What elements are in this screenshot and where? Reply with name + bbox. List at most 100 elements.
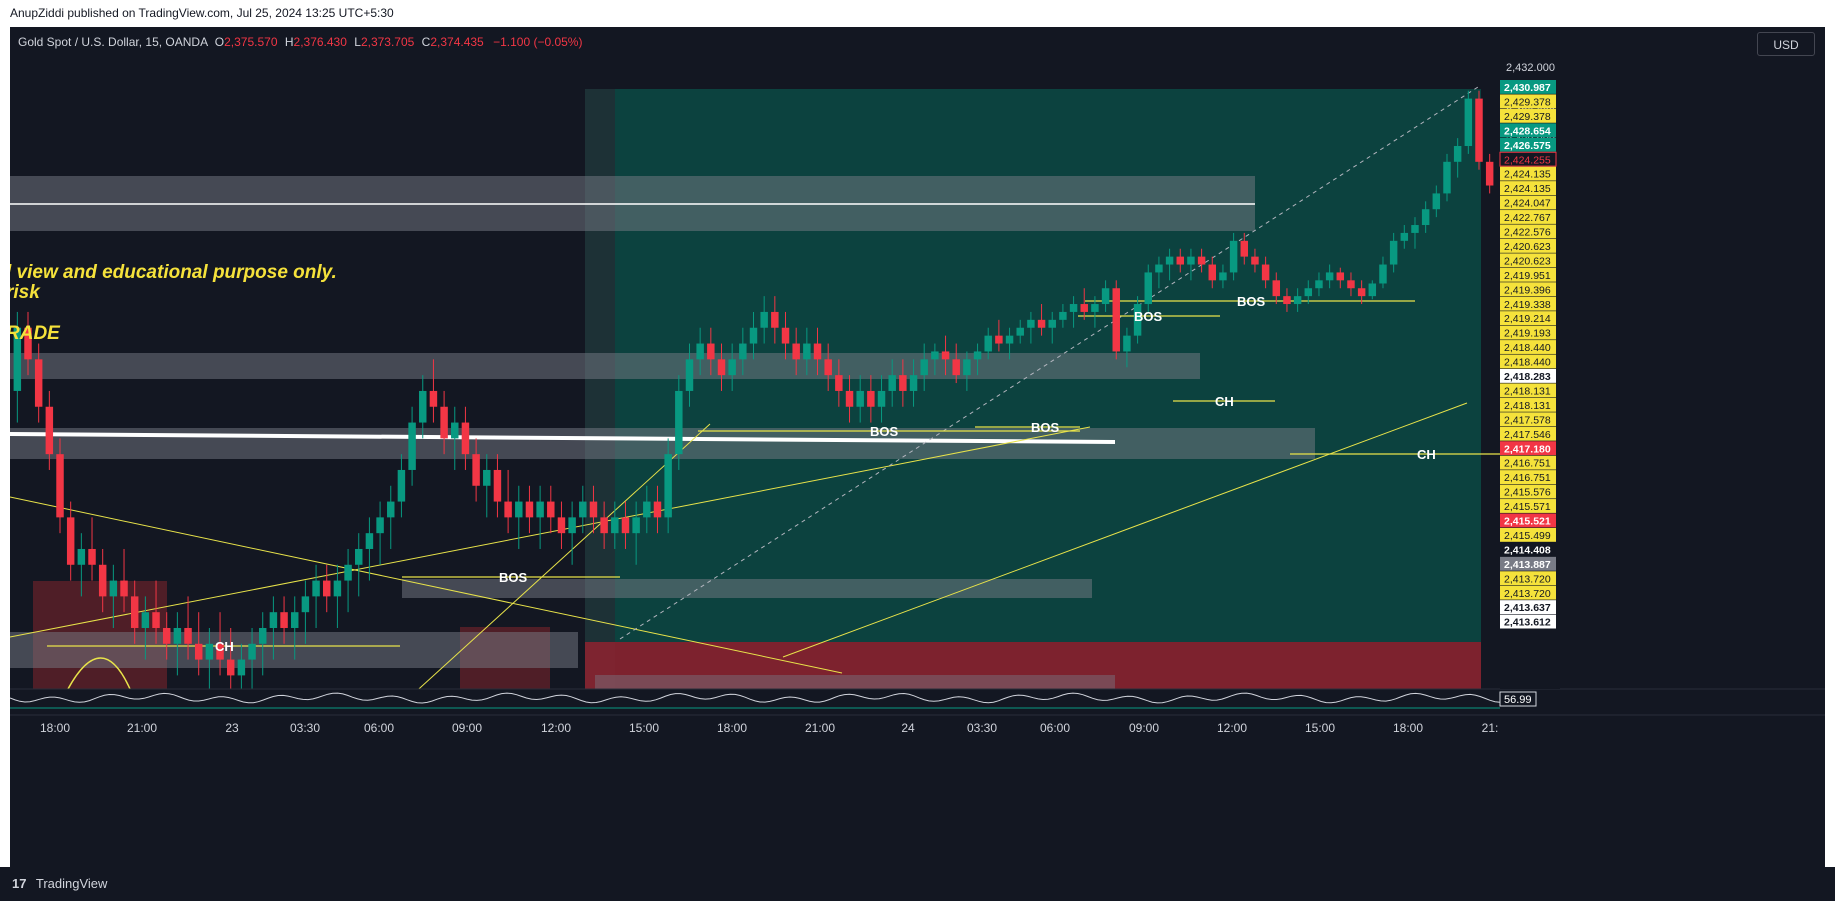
- svg-text:2,418.131: 2,418.131: [1504, 400, 1551, 412]
- time-axis-label: 21:00: [127, 721, 157, 735]
- svg-text:2,424.047: 2,424.047: [1504, 198, 1551, 210]
- time-axis-label: 03:30: [290, 721, 320, 735]
- candle: [387, 485, 395, 549]
- price-tag: 2,415.576: [1500, 484, 1556, 499]
- price-tag: 2,429.378: [1500, 108, 1556, 123]
- candle: [365, 517, 374, 581]
- candle: [760, 296, 768, 344]
- close-value: 2,374.435: [430, 35, 484, 49]
- candle: [109, 564, 118, 628]
- candle: [98, 548, 107, 613]
- candle: [130, 580, 139, 644]
- candle: [675, 375, 683, 470]
- price-tag: 2,415.571: [1500, 499, 1556, 513]
- svg-text:2,426.575: 2,426.575: [1504, 140, 1551, 152]
- candle: [1027, 311, 1035, 344]
- candle: [781, 311, 790, 360]
- candle: [536, 485, 544, 549]
- svg-text:2,424.255: 2,424.255: [1504, 154, 1551, 166]
- candle: [771, 296, 779, 344]
- time-axis-labels[interactable]: 18:00 21:00 23 03:30 06:00 09:00 12:00 15:00 18:…: [40, 721, 1498, 735]
- price-tag: 2,413.637: [1500, 600, 1556, 614]
- candle: [280, 596, 288, 644]
- svg-text:2,418.440: 2,418.440: [1504, 342, 1551, 354]
- svg-text:2,424.135: 2,424.135: [1504, 183, 1551, 195]
- oscillator-value-tag: [1499, 691, 1537, 707]
- svg-text:2,418.440: 2,418.440: [1504, 357, 1551, 369]
- price-tag: 2,415.521: [1500, 513, 1556, 528]
- candle: [963, 351, 971, 391]
- candle: [707, 327, 715, 376]
- price-chart[interactable]: BOS BOS BOS BOS BOS CH CH CH l view and …: [10, 27, 1825, 867]
- price-tag: 2,417.180: [1500, 441, 1556, 455]
- candle: [34, 343, 43, 423]
- currency-button[interactable]: USD: [1757, 32, 1815, 56]
- ch-label-3: CH: [1417, 447, 1436, 462]
- candle: [1293, 288, 1302, 312]
- svg-text:2,413.612: 2,413.612: [1504, 617, 1551, 629]
- candle: [56, 438, 64, 534]
- candle: [579, 485, 587, 534]
- candle: [1208, 256, 1217, 289]
- candle: [301, 580, 310, 644]
- candle: [1379, 256, 1387, 289]
- symbol-legend: Gold Spot / U.S. Dollar, 15, OANDA O2,37…: [18, 35, 582, 49]
- candle: [66, 501, 75, 581]
- candle: [1133, 296, 1142, 344]
- price-tag: 2,416.751: [1500, 470, 1556, 484]
- note-line-2: risk: [10, 282, 41, 303]
- candle: [611, 501, 619, 549]
- candle: [1443, 153, 1451, 202]
- svg-text:2,415.576: 2,415.576: [1504, 487, 1551, 499]
- price-tag: 2,419.193: [1500, 325, 1556, 340]
- candles-layer: [13, 90, 1494, 689]
- candle: [429, 359, 438, 423]
- price-tag: 2,415.499: [1500, 527, 1556, 542]
- svg-text:2,429.378: 2,429.378: [1504, 111, 1551, 123]
- svg-text:2,413.637: 2,413.637: [1504, 602, 1551, 614]
- candle: [1101, 280, 1110, 312]
- candle: [1112, 280, 1120, 360]
- oscillator-value: 56.99: [1504, 694, 1532, 706]
- yellow-trendline-2: [10, 426, 1091, 638]
- price-tag: 2,417.578: [1500, 412, 1556, 426]
- price-tag: 2,420.623: [1500, 253, 1556, 267]
- candle: [194, 612, 203, 676]
- footer-bar: 17 TradingView: [0, 867, 1835, 901]
- time-axis-label: 21:: [1482, 721, 1499, 735]
- bos-label-1: BOS: [499, 570, 528, 585]
- candle: [205, 627, 214, 689]
- candle: [1411, 217, 1419, 249]
- price-tag: 2,413.887: [1500, 556, 1556, 571]
- high-label: H: [284, 35, 294, 49]
- svg-text:2,429.378: 2,429.378: [1504, 96, 1551, 108]
- white-trendline: [10, 432, 1116, 444]
- candle: [877, 375, 886, 423]
- chart-frame[interactable]: BOS BOS BOS BOS BOS CH CH CH l view and …: [10, 27, 1825, 867]
- price-tag: 2,419.214: [1500, 311, 1556, 325]
- candle: [397, 454, 406, 518]
- svg-text:2,419.396: 2,419.396: [1504, 284, 1551, 296]
- grey-band-6: [595, 675, 1115, 689]
- candle: [1347, 272, 1355, 297]
- candle: [984, 327, 992, 360]
- time-axis-label: 18:00: [1393, 721, 1423, 735]
- time-axis-label: 18:00: [40, 721, 70, 735]
- candle: [312, 564, 320, 628]
- svg-text:2,424.135: 2,424.135: [1504, 169, 1551, 181]
- candle: [1400, 225, 1409, 249]
- candle: [931, 343, 939, 376]
- svg-text:2,419.214: 2,419.214: [1504, 313, 1551, 325]
- time-axis-label: 23: [225, 721, 239, 735]
- candle: [1336, 267, 1345, 289]
- time-axis-label: 18:00: [717, 721, 747, 735]
- time-axis-label: 12:00: [1217, 721, 1247, 735]
- price-tag: 2,416.751: [1500, 455, 1556, 470]
- price-tag: 2,428.654: [1500, 123, 1556, 137]
- candle: [24, 311, 32, 376]
- time-axis-label: 09:00: [1129, 721, 1159, 735]
- svg-text:2,413.887: 2,413.887: [1504, 559, 1551, 571]
- candle: [440, 390, 448, 455]
- candle: [653, 485, 662, 534]
- candle: [1389, 232, 1398, 273]
